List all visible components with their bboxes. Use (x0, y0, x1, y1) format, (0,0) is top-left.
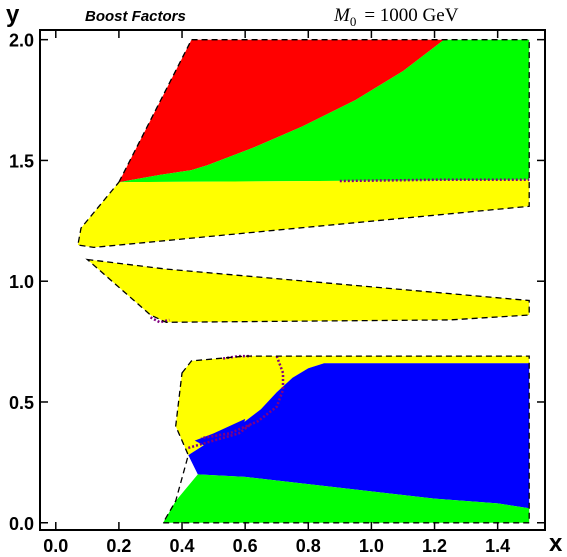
y-tick-label: 2.0 (9, 31, 34, 51)
chart-title: Boost Factors (85, 8, 186, 25)
x-tick-label: 1.0 (359, 536, 384, 556)
allowed-region-boundary-1 (85, 258, 530, 323)
x-tick-label: 0.0 (43, 536, 68, 556)
allowed-region-boundary-0 (77, 39, 530, 249)
x-tick-label: 0.8 (296, 536, 321, 556)
y-axis-label: y (6, 1, 20, 28)
y-tick-label: 1.5 (9, 151, 34, 171)
x-tick-label: 0.6 (233, 536, 258, 556)
blue-region-5 (188, 363, 530, 509)
x-tick-label: 0.4 (170, 536, 195, 556)
purple-contour-4 (339, 178, 530, 183)
plot-frame (39, 29, 546, 531)
purple-contour-3 (149, 316, 170, 324)
yellow-region-2 (77, 179, 530, 248)
region-layer (77, 39, 530, 523)
tick-labels: 0.0 0.2 0.4 0.6 0.8 1.0 1.2 1.4 0.0 0.5 1.0 1.5 2.0 (9, 31, 510, 556)
y-tick-label: 0.0 (9, 514, 34, 534)
boundary-layer (77, 39, 530, 524)
green-region-6 (163, 474, 530, 523)
mass-subscript: 0 (350, 14, 357, 29)
y-tick-label: 1.0 (9, 272, 34, 292)
mass-value: = 1000 GeV (364, 5, 458, 26)
yellow-region-4 (175, 356, 530, 456)
purple-contour-1 (187, 422, 253, 450)
yellow-region-7 (197, 373, 261, 436)
tick-marks (40, 30, 545, 530)
red-region-0 (118, 39, 445, 183)
green-region-1 (118, 39, 530, 183)
mass-symbol: M (333, 5, 351, 26)
yellow-region-3 (87, 259, 530, 323)
x-tick-label: 1.4 (485, 536, 510, 556)
mass-annotation: M0 = 1000 GeV (333, 5, 459, 29)
blue-region-8 (194, 418, 246, 446)
x-tick-label: 1.2 (422, 536, 447, 556)
purple-contour-0 (200, 355, 285, 440)
x-tick-label: 0.2 (106, 536, 131, 556)
allowed-region-boundary-2 (161, 355, 530, 524)
y-tick-label: 0.5 (9, 393, 34, 413)
x-axis-label: x (549, 530, 563, 557)
